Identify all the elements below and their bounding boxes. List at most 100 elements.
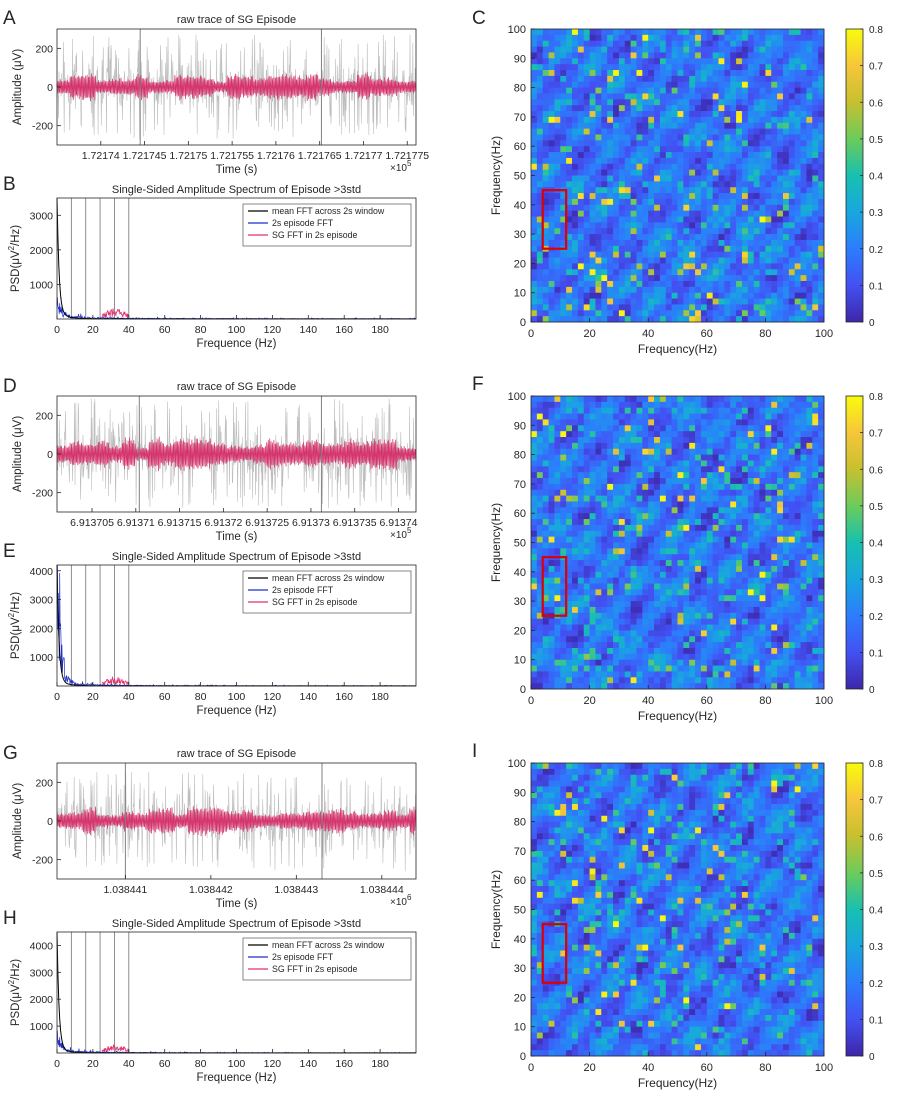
heatmap-cell bbox=[818, 116, 825, 124]
heatmap-cell bbox=[777, 316, 784, 323]
heatmap-cell bbox=[724, 175, 731, 182]
heatmap-cell bbox=[531, 454, 538, 461]
x-tick-label: 20 bbox=[87, 691, 99, 703]
heatmap-cell bbox=[788, 263, 796, 270]
heatmap-cell bbox=[659, 29, 667, 36]
heatmap-cell bbox=[613, 105, 620, 112]
heatmap-cell bbox=[536, 116, 544, 124]
heatmap-cell bbox=[753, 460, 760, 467]
heatmap-cell bbox=[630, 116, 637, 124]
heatmap-cell bbox=[654, 52, 661, 59]
heatmap-cell bbox=[648, 157, 655, 165]
heatmap-cell bbox=[800, 99, 807, 106]
heatmap-cell bbox=[782, 571, 790, 579]
heatmap-cell bbox=[589, 234, 596, 241]
heatmap-cell bbox=[542, 263, 549, 270]
heatmap-cell bbox=[531, 478, 538, 485]
heatmap-cell bbox=[765, 34, 772, 42]
heatmap-cell bbox=[689, 122, 696, 130]
heatmap-cell bbox=[572, 659, 579, 666]
heatmap-cell bbox=[572, 46, 579, 53]
heatmap-cell bbox=[806, 187, 813, 194]
heatmap-cell bbox=[630, 46, 637, 53]
heatmap-cell bbox=[730, 519, 737, 526]
heatmap-cell bbox=[589, 204, 596, 212]
heatmap-cell bbox=[700, 513, 708, 520]
heatmap-cell bbox=[689, 460, 696, 467]
heatmap-cell bbox=[554, 275, 561, 282]
heatmap-cell bbox=[724, 46, 731, 53]
x-exponent-power: 5 bbox=[407, 526, 412, 535]
heatmap-cell bbox=[730, 292, 737, 299]
heatmap-cell bbox=[583, 157, 590, 165]
heatmap-cell bbox=[548, 175, 555, 182]
heatmap-cell bbox=[654, 239, 661, 247]
heatmap-cell bbox=[536, 146, 544, 153]
heatmap-cell bbox=[531, 187, 538, 194]
heatmap-cell bbox=[601, 29, 608, 36]
heatmap-cell bbox=[724, 419, 731, 426]
heatmap-cell bbox=[759, 251, 766, 258]
heatmap-cell bbox=[583, 548, 590, 555]
heatmap-cell bbox=[554, 140, 561, 147]
heatmap-cell bbox=[613, 64, 620, 71]
heatmap-cell bbox=[671, 111, 678, 118]
heatmap-cell bbox=[618, 442, 626, 450]
heatmap-cell bbox=[718, 245, 725, 253]
heatmap-cell bbox=[648, 181, 655, 188]
heatmap-cell bbox=[671, 105, 678, 112]
heatmap-cell bbox=[806, 175, 813, 182]
heatmap-cell bbox=[689, 105, 696, 112]
heatmap-cell bbox=[542, 157, 549, 165]
heatmap-cell bbox=[642, 612, 649, 620]
heatmap-cell bbox=[630, 251, 637, 258]
heatmap-cell bbox=[695, 70, 702, 77]
heatmap-cell bbox=[736, 419, 743, 426]
heatmap-cell bbox=[536, 29, 544, 36]
heatmap-cell bbox=[607, 466, 614, 473]
heatmap-cell bbox=[613, 175, 620, 182]
heatmap-cell bbox=[765, 75, 772, 83]
heatmap-cell bbox=[648, 310, 655, 317]
heatmap-cell bbox=[583, 495, 590, 502]
heatmap-cell bbox=[654, 560, 661, 567]
heatmap-cell bbox=[753, 304, 760, 311]
heatmap-cell bbox=[759, 483, 766, 491]
heatmap-cell bbox=[700, 659, 708, 666]
heatmap-cell bbox=[712, 548, 719, 555]
heatmap-cell bbox=[718, 524, 725, 532]
heatmap-cell bbox=[531, 146, 538, 153]
heatmap-cell bbox=[531, 169, 538, 176]
heatmap-cell bbox=[618, 251, 626, 258]
heatmap-cell bbox=[806, 105, 813, 112]
heatmap-cell bbox=[677, 286, 684, 294]
heatmap-cell bbox=[542, 442, 549, 450]
heatmap-cell bbox=[747, 134, 755, 141]
heatmap-cell bbox=[695, 671, 702, 678]
heatmap-cell bbox=[536, 134, 544, 141]
heatmap-cell bbox=[654, 536, 661, 543]
heatmap-cell bbox=[771, 495, 778, 502]
heatmap-cell bbox=[759, 280, 766, 288]
heatmap-cell bbox=[818, 298, 825, 305]
heatmap-cell bbox=[595, 460, 602, 467]
heatmap-cell bbox=[642, 99, 649, 106]
heatmap-cell bbox=[601, 111, 608, 118]
heatmap-cell bbox=[788, 495, 796, 502]
heatmap-cell bbox=[583, 601, 590, 608]
heatmap-cell bbox=[689, 140, 696, 147]
heatmap-cell bbox=[724, 530, 731, 538]
heatmap-cell bbox=[718, 29, 725, 36]
heatmap-cell bbox=[531, 589, 538, 596]
heatmap-cell bbox=[624, 571, 632, 579]
heatmap-cell bbox=[718, 286, 725, 294]
heatmap-cell bbox=[788, 554, 796, 561]
heatmap-cell bbox=[736, 122, 743, 130]
heatmap-cell bbox=[747, 292, 755, 299]
heatmap-cell bbox=[712, 583, 719, 590]
heatmap-cell bbox=[724, 501, 731, 508]
heatmap-cell bbox=[689, 257, 696, 264]
heatmap-cell bbox=[618, 513, 626, 520]
heatmap-cell bbox=[531, 70, 538, 77]
heatmap-cell bbox=[700, 442, 708, 450]
